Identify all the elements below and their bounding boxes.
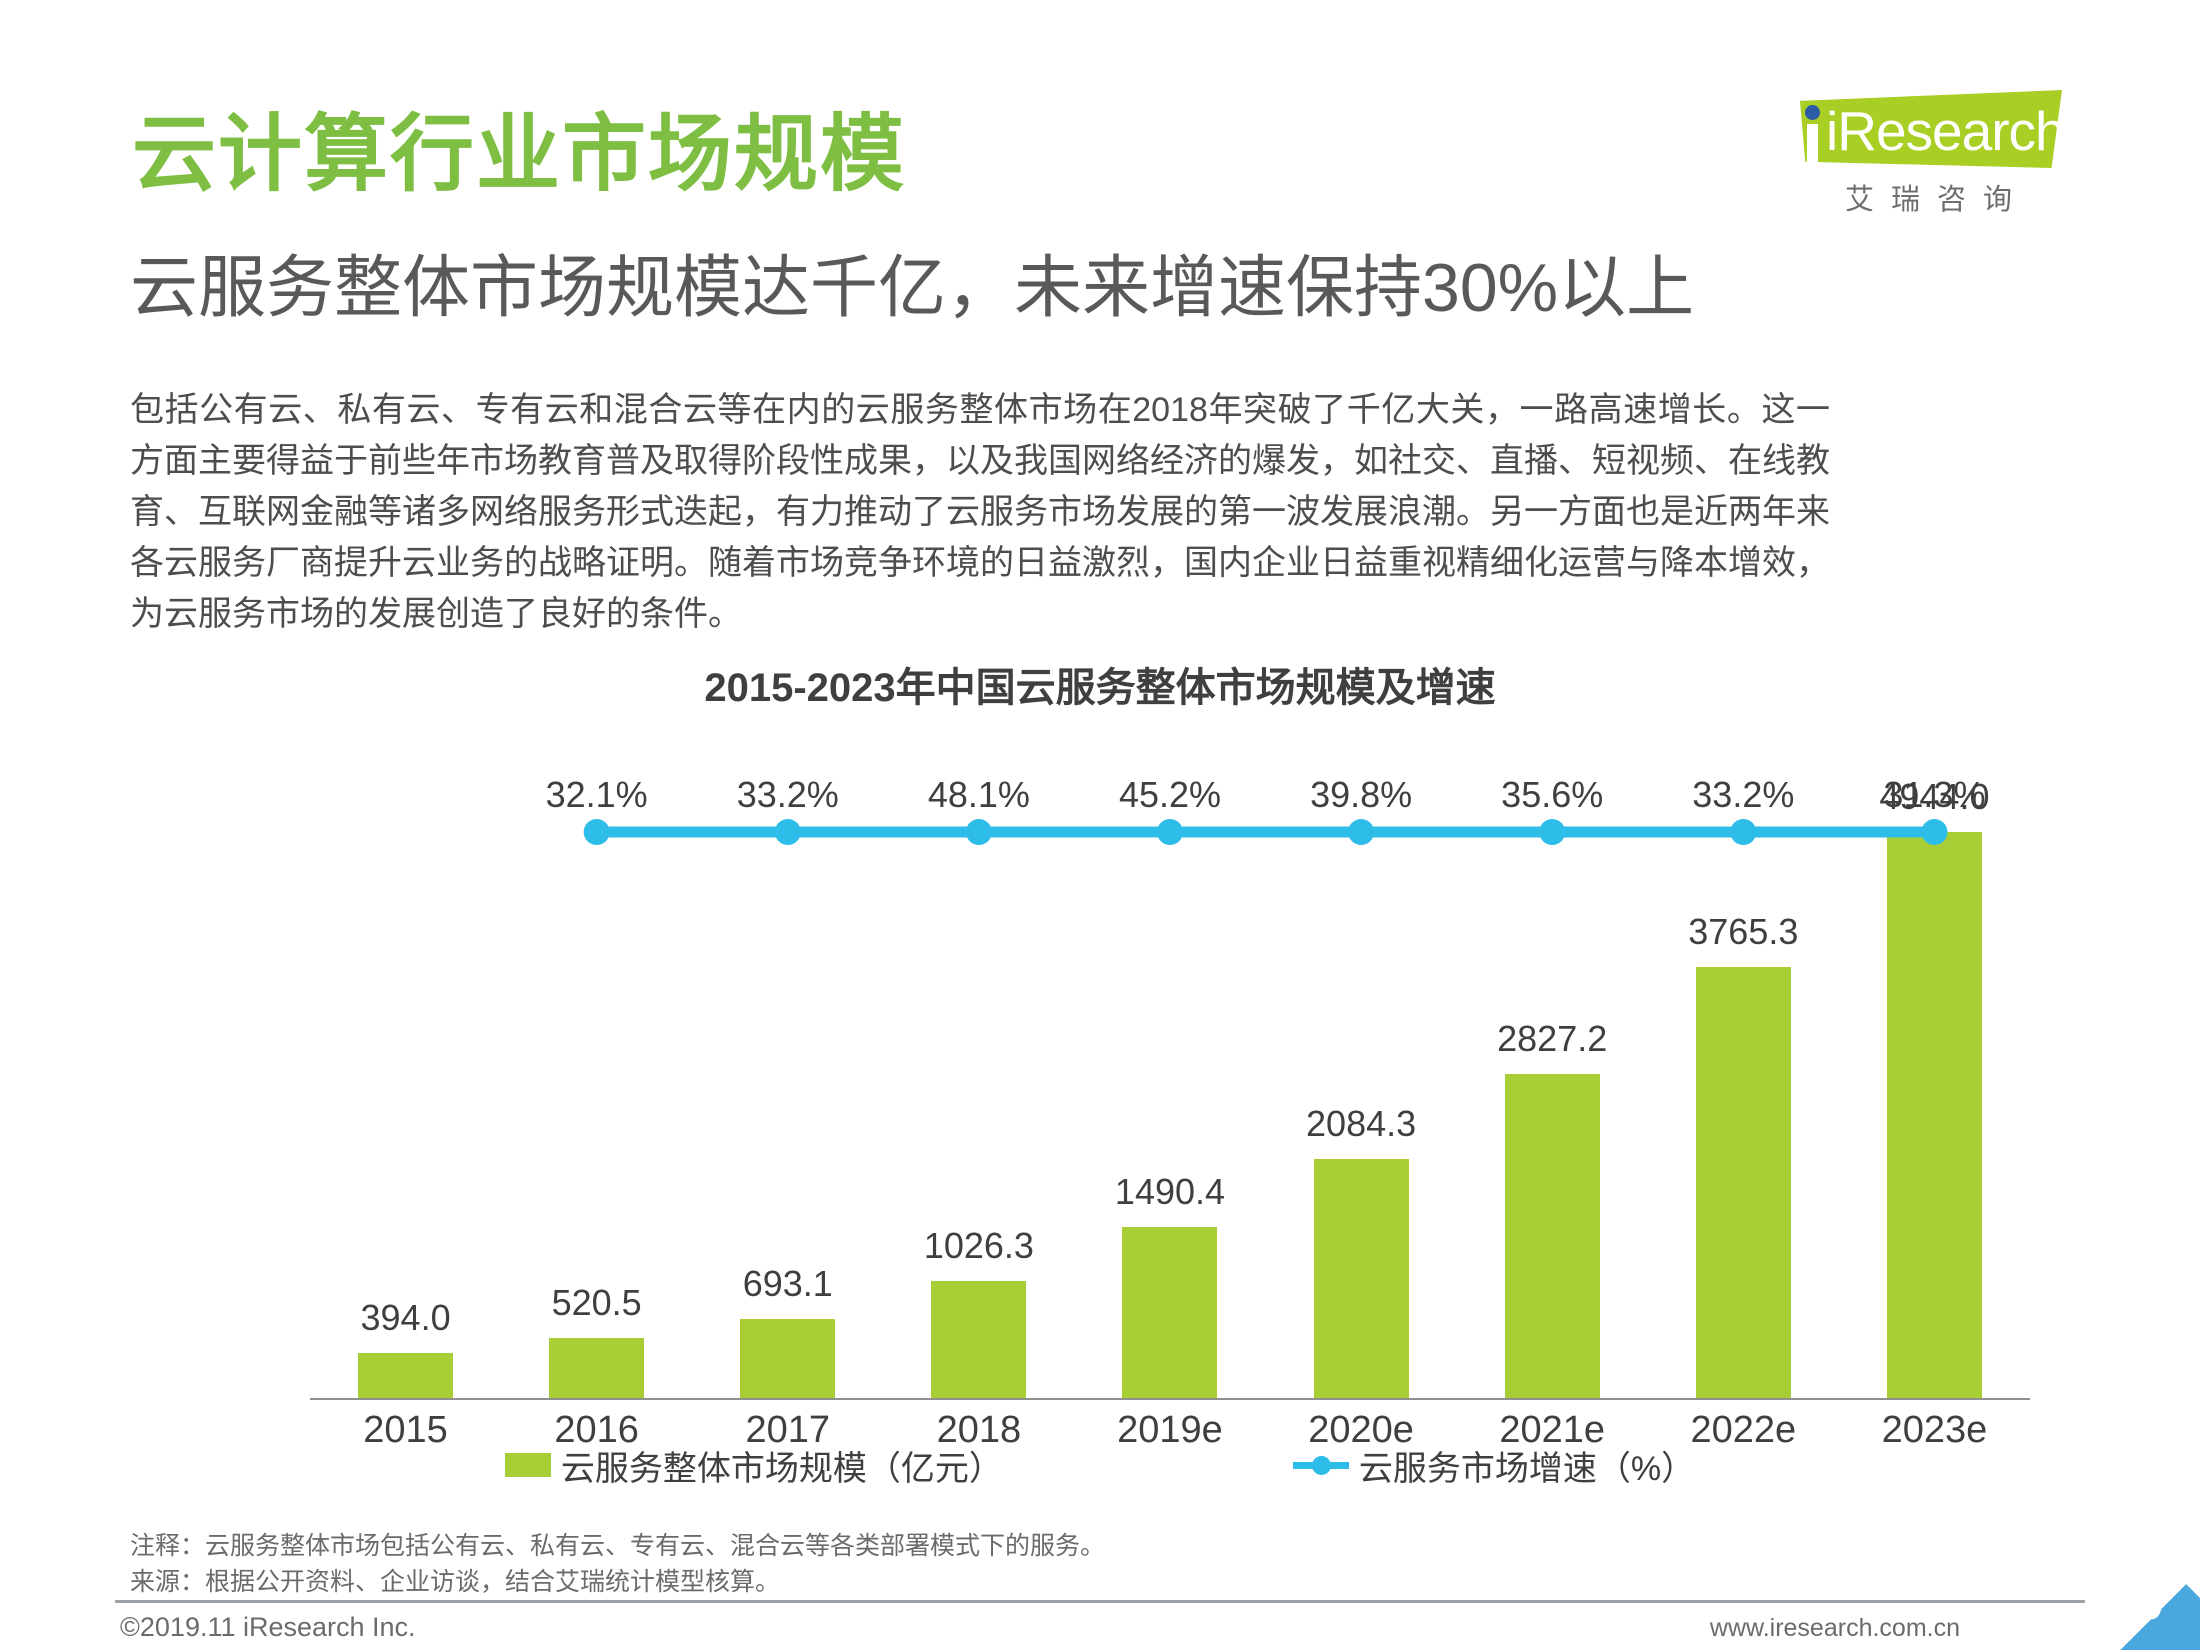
- bar-cell: 2084.3: [1266, 780, 1457, 1398]
- bar-cell: 1026.3: [883, 780, 1074, 1398]
- growth-rate-label: 48.1%: [927, 774, 1030, 815]
- legend-item-growth-rate: 云服务市场增速（%）: [1292, 1441, 1696, 1490]
- bar-value-label: 1490.4: [1114, 1171, 1226, 1213]
- page-title: 云计算行业市场规模: [132, 107, 907, 201]
- chart-plot: 394.0 520.5 693.1 1026.3 1490.4 2084.3 2827.2 3…: [310, 776, 2030, 1400]
- body-paragraph: 包括公有云、私有云、专有云和混合云等在内的云服务整体市场在2018年突破了千亿大…: [130, 391, 1830, 633]
- bar-series: 394.0 520.5 693.1 1026.3 1490.4 2084.3 2827.2 3…: [310, 776, 2030, 1398]
- corner-decoration: [2020, 1470, 2200, 1650]
- footer-website: www.iresearch.com.cn: [1709, 1614, 1960, 1642]
- bar: [1313, 1159, 1409, 1398]
- chart-legend: 云服务整体市场规模（亿元） 云服务市场增速（%）: [0, 1440, 2200, 1490]
- bar-value-label: 693.1: [742, 1262, 833, 1304]
- legend-label-growth-rate: 云服务市场增速（%）: [1358, 1449, 1696, 1488]
- growth-rate-label: 33.2%: [1692, 774, 1795, 815]
- bar: [740, 1318, 836, 1398]
- chart-notes: 注释：云服务整体市场包括公有云、私有云、专有云、混合云等各类部署模式下的服务。 …: [130, 1528, 1730, 1600]
- legend-line-icon: [1292, 1452, 1349, 1478]
- growth-rate-labels: 32.1% 33.2% 48.1% 45.2% 39.8% 35.6% 33.2% 31.3%: [310, 774, 2030, 1400]
- growth-rate-label: 33.2%: [736, 774, 839, 815]
- bar-cell: 3765.3: [1648, 780, 1839, 1398]
- growth-rate-label: 35.6%: [1501, 774, 1604, 815]
- bar: [1504, 1074, 1600, 1398]
- x-axis-tick: 2015: [363, 1408, 448, 1451]
- corner-blue-shape: [2020, 1584, 2200, 1650]
- x-axis-tick: 2019e: [1117, 1408, 1223, 1451]
- logo-i-dot-icon: [1805, 105, 1820, 120]
- bar-cell: 394.0: [310, 780, 501, 1398]
- page-number: 9: [2138, 1577, 2164, 1629]
- logo-badge-shape: [1800, 90, 2062, 168]
- legend-item-market-size: 云服务整体市场规模（亿元）: [504, 1441, 1003, 1490]
- logo-chinese-name: 艾瑞咨询: [1844, 184, 2029, 216]
- bar: [549, 1338, 645, 1398]
- bar: [931, 1280, 1027, 1398]
- bar: [1886, 832, 1982, 1398]
- bar-cell: 520.5: [501, 780, 692, 1398]
- x-axis-ticks: 2015 2016 2017 2018 2019e 2020e 2021e 2022e 2023…: [310, 1400, 2030, 1460]
- bar: [358, 1352, 454, 1398]
- footer-copyright: ©2019.11 iResearch Inc.: [120, 1612, 416, 1642]
- bar-cell: 4944.0: [1839, 776, 2030, 1398]
- bar: [1695, 967, 1791, 1398]
- footer-divider: [115, 1600, 2085, 1603]
- x-axis-tick: 2018: [936, 1408, 1022, 1451]
- bar: [1122, 1227, 1218, 1398]
- bar-cell: 1490.4: [1075, 780, 1266, 1398]
- bar-value-label: 520.5: [551, 1282, 642, 1324]
- bar-value-label: 2084.3: [1306, 1103, 1417, 1145]
- bar-value-label: 3765.3: [1688, 911, 1799, 953]
- source-line: 来源：根据公开资料、企业访谈，结合艾瑞统计模型核算。: [130, 1568, 781, 1596]
- growth-rate-label: 45.2%: [1118, 774, 1222, 815]
- bar-cell: 693.1: [692, 780, 883, 1398]
- bar-value-label: 2827.2: [1497, 1018, 1608, 1060]
- logo-i-stem-icon: [1807, 124, 1818, 169]
- x-axis-tick: 2020e: [1308, 1408, 1414, 1451]
- chart-area: 394.0 520.5 693.1 1026.3 1490.4 2084.3 2827.2 3…: [130, 774, 2070, 1400]
- x-axis-tick: 2017: [745, 1408, 831, 1451]
- growth-rate-label: 31.3%: [1883, 774, 1986, 815]
- x-axis-tick: 2022e: [1690, 1408, 1797, 1451]
- x-axis-tick: 2016: [554, 1408, 639, 1451]
- chart-baseline: [310, 1398, 2030, 1400]
- chart-title: 2015-2023年中国云服务整体市场规模及增速: [704, 666, 1496, 710]
- growth-rate-label: 39.8%: [1310, 774, 1413, 815]
- bar-value-label: 394.0: [360, 1296, 451, 1338]
- page-subtitle: 云服务整体市场规模达千亿，未来增速保持30%以上: [130, 250, 1695, 326]
- bar-value-label: 4944.0: [1879, 776, 1990, 818]
- growth-rate-label: 32.1%: [545, 774, 648, 815]
- iresearch-logo: iResearch 艾瑞咨询: [1800, 90, 2100, 220]
- note-line: 注释：云服务整体市场包括公有云、私有云、专有云、混合云等各类部署模式下的服务。: [130, 1532, 1106, 1560]
- x-axis-tick: 2023e: [1881, 1408, 1988, 1451]
- legend-swatch-icon: [504, 1453, 551, 1477]
- bar-value-label: 1026.3: [923, 1224, 1034, 1266]
- bar-cell: 2827.2: [1457, 780, 1648, 1398]
- logo-wordmark: iResearch: [1826, 100, 2066, 162]
- x-axis-tick: 2021e: [1499, 1408, 1606, 1451]
- legend-label-market-size: 云服务整体市场规模（亿元）: [560, 1449, 1003, 1488]
